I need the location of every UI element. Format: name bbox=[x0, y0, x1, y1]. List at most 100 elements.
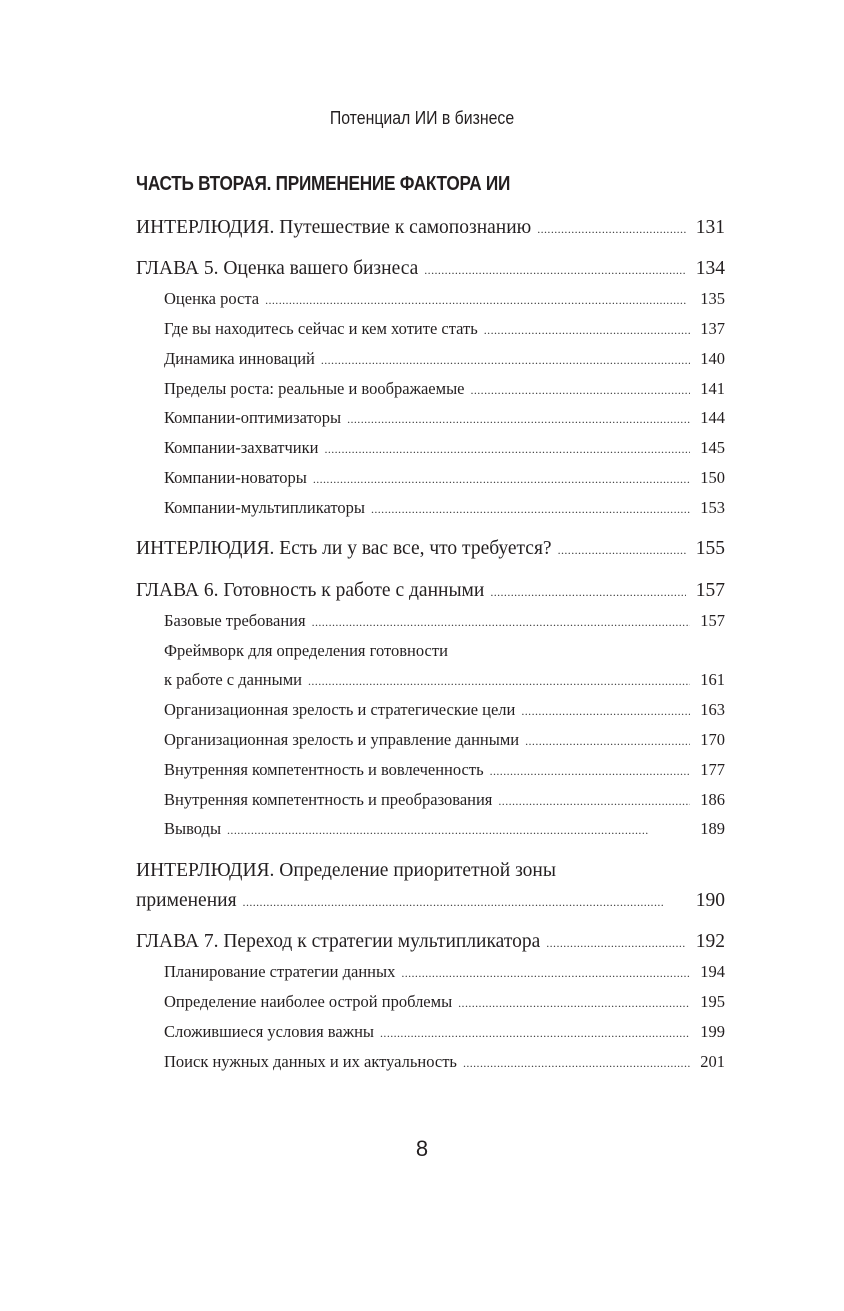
toc-entry[interactable]: Определение наиболее острой проблемы 195 bbox=[164, 987, 725, 1018]
toc-entry[interactable]: ГЛАВА 6. Готовность к работе с данными 15… bbox=[136, 576, 725, 607]
toc-entry[interactable]: Организационная зрелость и управление да… bbox=[164, 725, 725, 756]
entry-page: 170 bbox=[700, 730, 725, 749]
entry-title: Организационная зрелость и стратегически… bbox=[164, 700, 516, 719]
entry-page: 155 bbox=[695, 538, 725, 559]
entry-page: 157 bbox=[695, 580, 725, 601]
dot-leader bbox=[458, 988, 690, 1018]
dot-leader bbox=[308, 666, 690, 696]
toc-entry[interactable]: Организационная зрелость и стратегически… bbox=[164, 695, 725, 726]
entry-title: Динамика инноваций bbox=[164, 349, 315, 368]
dot-leader bbox=[490, 756, 691, 786]
entry-title: Планирование стратегии данных bbox=[164, 962, 396, 981]
entry-page: 141 bbox=[700, 379, 725, 398]
entry-page: 163 bbox=[700, 700, 725, 719]
entry-title: Пределы роста: реальные и воображаемые bbox=[164, 379, 465, 398]
dot-leader bbox=[546, 928, 686, 958]
entry-title: Оценка роста bbox=[164, 289, 260, 308]
dot-leader bbox=[424, 255, 685, 285]
entry-page: 140 bbox=[700, 349, 725, 368]
entry-title: Компании-захватчики bbox=[164, 438, 319, 457]
entry-title: Где вы находитесь сейчас и кем хотите ст… bbox=[164, 319, 478, 338]
toc-entry[interactable]: Компании-новаторы 150 bbox=[164, 463, 725, 494]
toc-entry[interactable]: ИНТЕРЛЮДИЯ. Есть ли у вас все, что требу… bbox=[136, 534, 725, 565]
entry-page: 134 bbox=[695, 258, 725, 279]
toc-entry[interactable]: Пределы роста: реальные и воображаемые 14… bbox=[164, 374, 725, 405]
entry-page: 201 bbox=[700, 1052, 725, 1071]
toc-entry[interactable]: Где вы находитесь сейчас и кем хотите ст… bbox=[164, 314, 725, 345]
part-title: ЧАСТЬ ВТОРАЯ. ПРИМЕНЕНИЕ ФАКТОРА ИИ bbox=[136, 173, 511, 195]
toc-entry[interactable]: к работе с данными 161 bbox=[164, 665, 725, 696]
toc-entry[interactable]: применения 190 bbox=[136, 886, 725, 917]
entry-title: ИНТЕРЛЮДИЯ. Путешествие к самопознанию bbox=[136, 217, 532, 238]
toc-entry[interactable]: Базовые требования 157 bbox=[164, 606, 725, 637]
entry-title: Компании-мультипликаторы bbox=[164, 498, 365, 517]
entry-title: Выводы bbox=[164, 819, 222, 838]
entry-page: 194 bbox=[700, 962, 725, 981]
dot-leader bbox=[521, 696, 690, 726]
entry-page: 189 bbox=[700, 819, 725, 838]
dot-leader bbox=[371, 494, 690, 524]
toc-entry[interactable]: Сложившиеся условия важны 199 bbox=[164, 1017, 725, 1048]
entry-page: 177 bbox=[700, 760, 725, 779]
dot-leader bbox=[463, 1048, 690, 1078]
dot-leader bbox=[313, 464, 690, 494]
entry-page: 153 bbox=[700, 498, 725, 517]
entry-page: 161 bbox=[700, 670, 725, 689]
dot-leader bbox=[324, 434, 690, 464]
entry-title: ГЛАВА 5. Оценка вашего бизнеса bbox=[136, 258, 419, 279]
entry-page: 157 bbox=[700, 611, 725, 630]
entry-page: 186 bbox=[700, 790, 725, 809]
entry-title: Внутренняя компетентность и преобразован… bbox=[164, 790, 493, 809]
entry-title: ИНТЕРЛЮДИЯ. Есть ли у вас все, что требу… bbox=[136, 538, 552, 559]
entry-title: применения bbox=[136, 890, 237, 911]
toc-entry[interactable]: Внутренняя компетентность и преобразован… bbox=[164, 785, 725, 816]
entry-title-line1: Фреймворк для определения готовности bbox=[164, 641, 448, 660]
toc-entry[interactable]: Оценка роста 135 bbox=[164, 284, 725, 315]
toc-entry[interactable]: ГЛАВА 5. Оценка вашего бизнеса 134 bbox=[136, 254, 725, 285]
entry-title: ГЛАВА 7. Переход к стратегии мультиплика… bbox=[136, 931, 541, 952]
dot-leader bbox=[312, 607, 691, 637]
entry-page: 135 bbox=[700, 289, 725, 308]
dot-leader bbox=[490, 577, 685, 607]
entry-page: 137 bbox=[700, 319, 725, 338]
entry-title: Поиск нужных данных и их актуальность bbox=[164, 1052, 457, 1071]
dot-leader bbox=[321, 345, 690, 375]
entry-title: Определение наиболее острой проблемы bbox=[164, 992, 453, 1011]
toc-entry[interactable]: ГЛАВА 7. Переход к стратегии мультиплика… bbox=[136, 927, 725, 958]
toc-entry[interactable]: Динамика инноваций 140 bbox=[164, 344, 725, 375]
entry-title: Компании-новаторы bbox=[164, 468, 307, 487]
toc-entry[interactable]: Компании-мультипликаторы 153 bbox=[164, 493, 725, 524]
entry-page: 199 bbox=[700, 1022, 725, 1041]
dot-leader bbox=[525, 726, 690, 756]
toc-entry[interactable]: Планирование стратегии данных 194 bbox=[164, 957, 725, 988]
running-header: Потенциал ИИ в бизнесе bbox=[329, 108, 515, 128]
toc-entry[interactable]: Внутренняя компетентность и вовлеченност… bbox=[164, 755, 725, 786]
entry-page: 150 bbox=[700, 468, 725, 487]
entry-page: 131 bbox=[695, 217, 725, 238]
toc-entry[interactable]: Компании-оптимизаторы 144 bbox=[164, 403, 725, 434]
dot-leader bbox=[227, 815, 690, 845]
dot-leader bbox=[401, 958, 690, 988]
entry-page: 195 bbox=[700, 992, 725, 1011]
toc-entry[interactable]: Поиск нужных данных и их актуальность 201 bbox=[164, 1047, 725, 1078]
dot-leader bbox=[558, 535, 686, 565]
dot-leader bbox=[484, 315, 690, 345]
entry-page: 144 bbox=[700, 408, 725, 427]
entry-page: 190 bbox=[695, 890, 725, 911]
dot-leader bbox=[470, 375, 690, 405]
dot-leader bbox=[498, 786, 690, 816]
entry-title-line1: ИНТЕРЛЮДИЯ. Определение приоритетной зон… bbox=[136, 860, 556, 881]
entry-title: Компании-оптимизаторы bbox=[164, 408, 342, 427]
dot-leader bbox=[537, 214, 686, 244]
entry-title: Базовые требования bbox=[164, 611, 306, 630]
toc-entry[interactable]: ИНТЕРЛЮДИЯ. Путешествие к самопознанию 13… bbox=[136, 213, 725, 244]
page-number: 8 bbox=[415, 1136, 429, 1161]
toc-entry[interactable]: Выводы 189 bbox=[164, 814, 725, 845]
dot-leader bbox=[347, 404, 690, 434]
entry-title: ГЛАВА 6. Готовность к работе с данными bbox=[136, 580, 485, 601]
entry-page: 145 bbox=[700, 438, 725, 457]
entry-page: 192 bbox=[695, 931, 725, 952]
dot-leader bbox=[243, 887, 686, 917]
dot-leader bbox=[380, 1018, 690, 1048]
toc-entry[interactable]: Компании-захватчики 145 bbox=[164, 433, 725, 464]
